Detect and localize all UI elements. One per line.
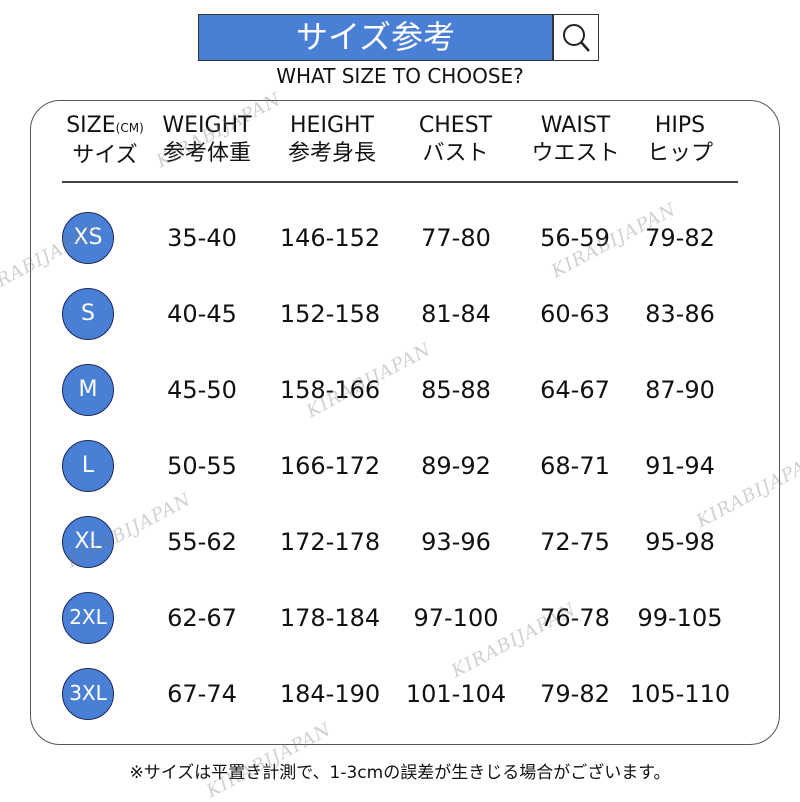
cell-chest: 85-88 bbox=[421, 376, 491, 404]
cell-height: 152-158 bbox=[279, 300, 381, 328]
header-weight: WEIGHT 参考体重 bbox=[147, 112, 267, 168]
cell-waist: 60-63 bbox=[540, 300, 610, 328]
header-hips: HIPS ヒップ bbox=[630, 112, 730, 168]
size-badge: 3XL bbox=[62, 668, 114, 720]
table-row: M 45-50 158-166 85-88 64-67 87-90 bbox=[0, 362, 800, 418]
cell-waist: 68-71 bbox=[540, 452, 610, 480]
size-badge: 2XL bbox=[62, 592, 114, 644]
search-icon bbox=[563, 24, 590, 52]
table-row: S 40-45 152-158 81-84 60-63 83-86 bbox=[0, 286, 800, 342]
table-row: XL 55-62 172-178 93-96 72-75 95-98 bbox=[0, 514, 800, 570]
cell-weight: 67-74 bbox=[167, 680, 237, 708]
header-en: WEIGHT bbox=[162, 113, 252, 138]
header-en: SIZE bbox=[66, 113, 116, 138]
cell-hips: 87-90 bbox=[645, 376, 715, 404]
search-button[interactable] bbox=[553, 14, 599, 61]
banner-title: サイズ参考 bbox=[295, 18, 456, 56]
header-chest: CHEST バスト bbox=[398, 112, 513, 168]
cell-chest: 89-92 bbox=[421, 452, 491, 480]
cell-hips: 99-105 bbox=[637, 604, 723, 632]
header-size: SIZE(CM) サイズ bbox=[55, 112, 155, 170]
header-jp: バスト bbox=[422, 141, 489, 166]
size-badge: XS bbox=[62, 212, 114, 264]
size-table-card bbox=[30, 100, 780, 745]
header-jp: ヒップ bbox=[646, 141, 713, 166]
cell-waist: 79-82 bbox=[540, 680, 610, 708]
header-jp: ウエスト bbox=[531, 141, 620, 166]
cell-height: 178-184 bbox=[279, 604, 381, 632]
cell-waist: 56-59 bbox=[540, 224, 610, 252]
cell-height: 184-190 bbox=[279, 680, 381, 708]
cell-hips: 83-86 bbox=[645, 300, 715, 328]
cell-weight: 40-45 bbox=[167, 300, 237, 328]
table-row: XS 35-40 146-152 77-80 56-59 79-82 bbox=[0, 210, 800, 266]
header-height: HEIGHT 参考身長 bbox=[272, 112, 392, 168]
cell-chest: 93-96 bbox=[421, 528, 491, 556]
cell-waist: 76-78 bbox=[540, 604, 610, 632]
cell-hips: 95-98 bbox=[645, 528, 715, 556]
table-row: 2XL 62-67 178-184 97-100 76-78 99-105 bbox=[0, 590, 800, 646]
header-en: CHEST bbox=[418, 113, 493, 138]
size-badge: S bbox=[62, 288, 114, 340]
size-badge: XL bbox=[62, 516, 114, 568]
cell-hips: 91-94 bbox=[645, 452, 715, 480]
cell-weight: 35-40 bbox=[167, 224, 237, 252]
header-unit: (CM) bbox=[115, 121, 144, 135]
cell-height: 172-178 bbox=[279, 528, 381, 556]
cell-height: 146-152 bbox=[279, 224, 381, 252]
header-jp: サイズ bbox=[72, 143, 138, 168]
cell-waist: 72-75 bbox=[540, 528, 610, 556]
cell-chest: 81-84 bbox=[421, 300, 491, 328]
header-jp: 参考体重 bbox=[162, 141, 251, 166]
cell-waist: 64-67 bbox=[540, 376, 610, 404]
cell-weight: 62-67 bbox=[167, 604, 237, 632]
header-en: WAIST bbox=[540, 113, 611, 138]
cell-chest: 97-100 bbox=[413, 604, 499, 632]
cell-height: 158-166 bbox=[279, 376, 381, 404]
cell-hips: 79-82 bbox=[645, 224, 715, 252]
header-en: HEIGHT bbox=[290, 113, 374, 138]
cell-height: 166-172 bbox=[279, 452, 381, 480]
cell-weight: 50-55 bbox=[167, 452, 237, 480]
header-en: HIPS bbox=[654, 113, 706, 138]
title-banner: サイズ参考 bbox=[198, 14, 553, 61]
header-jp: 参考身長 bbox=[287, 141, 376, 166]
header-divider bbox=[62, 181, 738, 183]
size-badge: M bbox=[62, 364, 114, 416]
cell-chest: 77-80 bbox=[421, 224, 491, 252]
cell-weight: 45-50 bbox=[167, 376, 237, 404]
cell-hips: 105-110 bbox=[629, 680, 731, 708]
table-row: L 50-55 166-172 89-92 68-71 91-94 bbox=[0, 438, 800, 494]
footer-note: ※サイズは平置き計測で、1-3cmの誤差が生きじる場合がございます。 bbox=[129, 763, 671, 783]
subtitle: WHAT SIZE TO CHOOSE? bbox=[276, 64, 524, 88]
table-row: 3XL 67-74 184-190 101-104 79-82 105-110 bbox=[0, 666, 800, 722]
size-badge: L bbox=[62, 440, 114, 492]
header-waist: WAIST ウエスト bbox=[518, 112, 633, 168]
cell-weight: 55-62 bbox=[167, 528, 237, 556]
cell-chest: 101-104 bbox=[405, 680, 507, 708]
